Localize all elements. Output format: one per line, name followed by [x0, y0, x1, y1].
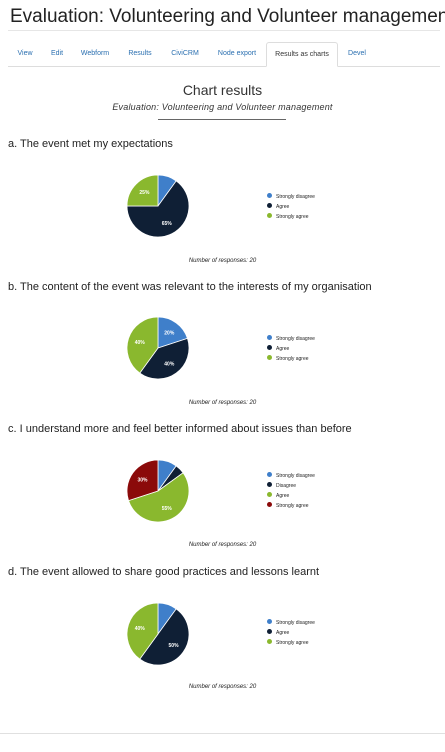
legend-swatch	[267, 619, 272, 625]
tab-results[interactable]: Results	[128, 50, 152, 57]
tab-civicrm[interactable]: CiviCRM	[171, 50, 199, 57]
legend-label: Agree	[276, 346, 290, 352]
legend-label: Strongly agree	[276, 214, 309, 220]
pie-data-label: 65%	[162, 221, 173, 227]
legend-item-strongly-agree: Strongly agree	[267, 212, 315, 222]
legend-item-agree: Agree	[267, 491, 315, 501]
legend-item-strongly-agree: Strongly agree	[267, 638, 315, 648]
chart-title: c. I understand more and feel better inf…	[8, 423, 352, 435]
legend-item-strongly-disagree: Strongly disagree	[267, 471, 315, 481]
legend-label: Strongly disagree	[276, 620, 315, 626]
pie-chart: 65% 25%	[126, 174, 190, 238]
legend-swatch	[267, 335, 272, 341]
legend-label: Strongly disagree	[276, 336, 315, 342]
legend-label: Agree	[276, 204, 290, 210]
tab-bar: View Edit Webform Results CiviCRM Node e…	[8, 42, 440, 67]
pie-chart: 20% 40% 40%	[126, 316, 190, 380]
results-heading: Chart results	[182, 82, 263, 98]
legend-swatch	[267, 502, 272, 508]
pie-slice-strongly-agree	[126, 174, 159, 207]
legend-swatch	[267, 193, 272, 199]
pie-slice-strongly-agree	[126, 602, 159, 660]
pie-chart: 50% 40%	[126, 602, 190, 666]
legend-swatch	[267, 345, 272, 351]
chart-title: b. The content of the event was relevant…	[8, 281, 372, 293]
legend-label: Agree	[276, 630, 290, 636]
title-divider	[8, 30, 440, 31]
legend-item-agree: Agree	[267, 202, 315, 212]
chart-title: a. The event met my expectations	[8, 138, 173, 150]
legend-item-strongly-disagree: Strongly disagree	[267, 334, 315, 344]
legend-swatch	[267, 482, 272, 488]
page-title: Evaluation: Volunteering and Volunteer m…	[10, 6, 445, 27]
legend-item-agree: Agree	[267, 628, 315, 638]
responses-count: Number of responses: 20	[188, 258, 257, 264]
legend-swatch	[267, 355, 272, 361]
legend-item-strongly-agree: Strongly agree	[267, 501, 315, 511]
pie-data-label: 30%	[137, 478, 148, 484]
chart-legend: Strongly disagree Agree Strongly agree	[267, 192, 315, 222]
pie-slice-strongly-agree	[126, 459, 159, 502]
chart-legend: Strongly disagree Agree Strongly agree	[267, 334, 315, 364]
pie-slice-strongly-disagree	[157, 316, 188, 349]
pie-data-label: 40%	[135, 626, 146, 632]
pie-data-label: 50%	[169, 643, 180, 649]
pie-slice-agree	[126, 180, 190, 238]
tab-node-export[interactable]: Node export	[217, 50, 257, 57]
pie-slice-agree	[139, 337, 190, 380]
legend-swatch	[267, 629, 272, 635]
legend-label: Agree	[276, 493, 290, 499]
legend-label: Strongly agree	[276, 640, 309, 646]
responses-count: Number of responses: 20	[188, 684, 257, 690]
legend-swatch	[267, 639, 272, 645]
legend-swatch	[267, 472, 272, 478]
legend-swatch	[267, 213, 272, 219]
tab-devel[interactable]: Devel	[348, 50, 366, 57]
legend-item-disagree: Disagree	[267, 481, 315, 491]
legend-label: Strongly disagree	[276, 473, 315, 479]
pie-slice-strongly-agree	[126, 316, 159, 374]
pie-data-label: 40%	[164, 361, 175, 367]
pie-data-label: 55%	[162, 506, 173, 512]
footer-divider	[0, 733, 445, 734]
results-subtitle: Evaluation: Volunteering and Volunteer m…	[112, 102, 333, 112]
legend-item-strongly-disagree: Strongly disagree	[267, 618, 315, 628]
pie-slice-agree	[139, 608, 190, 666]
subtitle-underline	[158, 119, 286, 120]
responses-count: Number of responses: 20	[188, 400, 257, 406]
legend-item-strongly-disagree: Strongly disagree	[267, 192, 315, 202]
pie-slice-agree	[128, 472, 190, 523]
chart-title: d. The event allowed to share good pract…	[8, 566, 320, 578]
legend-label: Strongly agree	[276, 503, 309, 509]
chart-legend: Strongly disagree Agree Strongly agree	[267, 618, 315, 648]
legend-swatch	[267, 203, 272, 209]
tab-results-as-charts[interactable]: Results as charts	[266, 42, 338, 67]
chart-legend: Strongly disagree Disagree Agree Strongly a…	[267, 471, 315, 511]
legend-label: Disagree	[276, 483, 297, 489]
tab-edit[interactable]: Edit	[50, 50, 64, 57]
pie-data-label: 25%	[139, 190, 150, 196]
pie-chart: 55% 30%	[126, 459, 190, 523]
legend-swatch	[267, 492, 272, 498]
responses-count: Number of responses: 20	[188, 542, 257, 548]
pie-data-label: 20%	[164, 330, 175, 336]
tab-webform[interactable]: Webform	[80, 50, 110, 57]
legend-label: Strongly disagree	[276, 194, 315, 200]
legend-item-agree: Agree	[267, 344, 315, 354]
tab-view[interactable]: View	[17, 50, 33, 57]
legend-item-strongly-agree: Strongly agree	[267, 354, 315, 364]
pie-data-label: 40%	[135, 340, 146, 346]
legend-label: Strongly agree	[276, 356, 309, 362]
